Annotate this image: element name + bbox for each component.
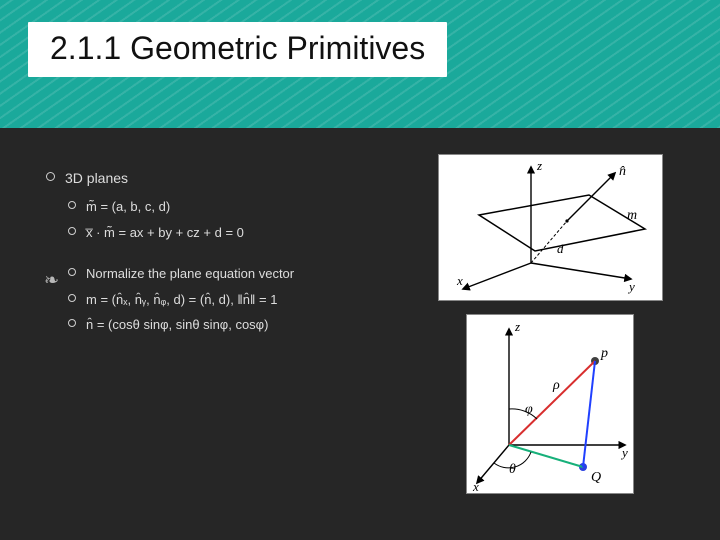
slide-body: 3D planes m̃ = (a, b, c, d) x̅ · m̃ = ax…: [0, 128, 720, 540]
label-z2: z: [514, 319, 520, 334]
figure-plane-3d: z x y n̂ m d: [438, 154, 663, 301]
label-n: n̂: [619, 164, 626, 179]
label-x: x: [456, 273, 463, 288]
bullet-dot-icon: [68, 294, 76, 302]
slide-header: 2.1.1 Geometric Primitives: [0, 0, 720, 128]
bullet-dot-icon: [68, 319, 76, 327]
label-m: m: [627, 208, 637, 223]
bullet-text: 3D planes: [65, 168, 128, 189]
label-phi: φ: [525, 402, 533, 417]
bullet-text: x̅ · m̃ = ax + by + cz + d = 0: [86, 223, 244, 243]
label-Q: Q: [591, 470, 601, 485]
bullet-text: Normalize the plane equation vector: [86, 264, 294, 284]
bullet-m-tilde: m̃ = (a, b, c, d): [68, 197, 386, 217]
bullet-dot-icon: [68, 201, 76, 209]
bullet-text: n̂ = (cosθ sinφ, sinθ sinφ, cosφ): [86, 315, 268, 335]
figure-spherical-coords: z x y p Q ρ φ θ: [466, 314, 634, 494]
label-x2: x: [472, 479, 479, 494]
bullet-normalize: Normalize the plane equation vector: [68, 264, 386, 284]
bullet-n-spherical: n̂ = (cosθ sinφ, sinθ sinφ, cosφ): [68, 315, 386, 335]
bullet-dot-icon: [68, 227, 76, 235]
bullet-3d-planes: 3D planes: [46, 168, 386, 189]
slide-title: 2.1.1 Geometric Primitives: [28, 22, 447, 77]
label-d: d: [557, 241, 564, 256]
label-p: p: [600, 346, 608, 361]
label-y: y: [627, 279, 635, 294]
bullet-text: m = (n̂ₓ, n̂ᵧ, n̂ᵩ, d) = (n̂, d), ‖n̂‖ =…: [86, 290, 277, 310]
bullet-text: m̃ = (a, b, c, d): [86, 197, 170, 217]
label-rho: ρ: [552, 378, 560, 393]
label-z: z: [536, 158, 542, 173]
bullet-list: 3D planes m̃ = (a, b, c, d) x̅ · m̃ = ax…: [46, 168, 386, 341]
label-y2: y: [620, 445, 628, 460]
bullet-dot-icon: [68, 268, 76, 276]
flourish-icon: ❧: [44, 270, 59, 291]
bullet-m-normal: m = (n̂ₓ, n̂ᵧ, n̂ᵩ, d) = (n̂, d), ‖n̂‖ =…: [68, 290, 386, 310]
label-theta: θ: [509, 462, 516, 477]
bullet-dot-icon: [46, 172, 55, 181]
bullet-plane-eq: x̅ · m̃ = ax + by + cz + d = 0: [68, 223, 386, 243]
